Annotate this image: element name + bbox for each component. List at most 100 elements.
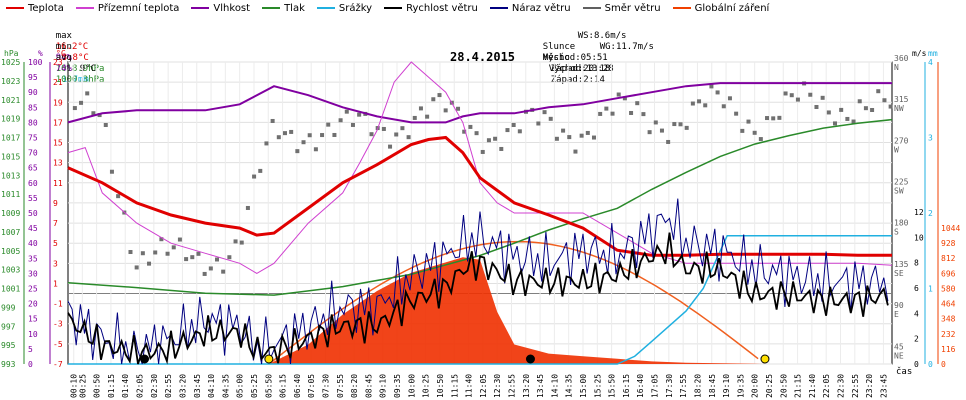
wind-dir-point (622, 96, 627, 101)
humidity-tick-label: 90 (28, 88, 38, 97)
x-tick-label: 15:50 (608, 374, 617, 398)
wind-dir-point (808, 92, 813, 97)
wind-dir-point (839, 107, 844, 112)
pressure-tick-label: 1003 (1, 266, 20, 275)
humidity-tick-label: 60 (28, 179, 38, 188)
wind-dir-point (245, 205, 250, 210)
wind-dir-point (678, 122, 683, 127)
wind-dir-tick-label: 135 (894, 260, 909, 269)
wind-dir-point (554, 136, 559, 141)
chart-legend: Teplota Přízemní teplota Vlhkost Tlak Srážky… (0, 0, 966, 16)
wind-dir-point (789, 93, 794, 98)
humidity-tick-label: 65 (28, 164, 38, 173)
wind-dir-point (171, 245, 176, 250)
wind-dir-point (282, 131, 287, 136)
wind-dir-point (882, 98, 887, 103)
wind-dir-tick-label: 225 (894, 178, 909, 187)
x-tick-label: 07:30 (322, 374, 331, 398)
pressure-tick-label: 997 (1, 322, 16, 331)
wind-dir-tick-compass: S (894, 228, 899, 237)
wind-dir-point (177, 237, 182, 242)
humidity-tick-label: 70 (28, 149, 38, 158)
wind-dir-point (357, 112, 362, 117)
x-tick-label: 09:35 (393, 374, 402, 398)
wind-dir-point (536, 121, 541, 126)
wind-speed-line (67, 232, 889, 365)
wind-dir-point (184, 257, 189, 262)
wind-dir-point (635, 101, 640, 106)
x-tick-label: 11:40 (465, 374, 474, 398)
legend-item: Náraz větru (489, 3, 571, 14)
x-tick-label: 07:05 (307, 374, 316, 398)
wind-dir-point (715, 90, 720, 95)
wind-dir-point (511, 123, 516, 128)
wind-dir-point (301, 140, 306, 145)
wind-dir-point (239, 240, 244, 245)
wind-dir-point (97, 113, 102, 118)
legend-label: Tlak (284, 2, 305, 14)
wind-dir-point (85, 91, 90, 96)
wind-dir-point (437, 93, 442, 98)
wind-dir-tick-compass: W (894, 145, 899, 154)
wind-dir-point (604, 106, 609, 111)
wind-dir-point (406, 135, 411, 140)
wind-dir-point (684, 125, 689, 130)
sun-rise: Východ:05:51 (542, 53, 608, 63)
temp-tick-label: -1 (53, 300, 63, 309)
humidity-tick-label: 25 (28, 285, 38, 294)
pressure-tick-label: 1007 (1, 228, 20, 237)
humidity-tick-label: 15 (28, 315, 38, 324)
pressure-tick-label: 993 (1, 360, 16, 369)
rain-unit: mm (928, 49, 938, 58)
legend-label: Globální záření (694, 2, 770, 14)
legend-swatch (191, 7, 210, 9)
wind-dir-point (777, 115, 782, 120)
wind-dir-point (400, 126, 405, 131)
stats-avg: avg 9°C (34, 42, 96, 86)
sunrise-marker (264, 354, 274, 364)
x-tick-label: 21:40 (808, 374, 817, 398)
wind-dir-point (746, 119, 751, 124)
wind-dir-point (320, 133, 325, 138)
wind-dir-point (734, 111, 739, 116)
wind-dir-point (585, 130, 590, 135)
x-tick-label: 02:30 (150, 374, 159, 398)
wind-dir-point (369, 132, 374, 137)
pressure-tick-label: 1009 (1, 209, 20, 218)
radiation-tick-label: 928 (941, 239, 956, 248)
wind-dir-point (381, 126, 386, 131)
wind-dir-point (258, 168, 263, 173)
x-tick-label: 20:25 (765, 374, 774, 398)
x-tick-label: 14:10 (550, 374, 559, 398)
wind-dir-point (493, 136, 498, 141)
x-tick-label: 21:15 (794, 374, 803, 398)
x-tick-label: 23:20 (865, 374, 874, 398)
legend-item: Globální záření (672, 2, 770, 14)
humidity-tick-label: 5 (28, 345, 33, 354)
humidity-tick-label: 100 (28, 58, 43, 67)
stats-max: max 16.2°C 94% 1018.9hPa 1.7mm (34, 20, 105, 97)
legend-swatch (75, 7, 94, 9)
wind-dir-point (196, 251, 201, 256)
wind-dir-point (616, 92, 621, 97)
x-tick-label: 22:05 (822, 374, 831, 398)
wind-dir-point (350, 122, 355, 127)
wind-dir-point (857, 99, 862, 104)
radiation-tick-label: 348 (941, 315, 956, 324)
legend-swatch (316, 7, 335, 9)
x-tick-label: 07:55 (336, 374, 345, 398)
pressure-tick-label: 999 (1, 303, 16, 312)
wind-tick-label: 12 (914, 208, 924, 217)
temp-tick-label: 23 (53, 58, 63, 67)
legend-item: Teplota (6, 3, 64, 14)
x-tick-label: 22:55 (851, 374, 860, 398)
legend-label: Rychlost větru (406, 2, 478, 14)
wg-value: WG:11.7m/s (599, 42, 654, 52)
wind-dir-point (233, 239, 238, 244)
legend-swatch (6, 7, 24, 9)
pressure-tick-label: 1017 (1, 134, 20, 143)
temp-tick-label: -7 (53, 360, 63, 369)
x-tick-label: 09:10 (379, 374, 388, 398)
wind-dir-point (215, 257, 220, 262)
